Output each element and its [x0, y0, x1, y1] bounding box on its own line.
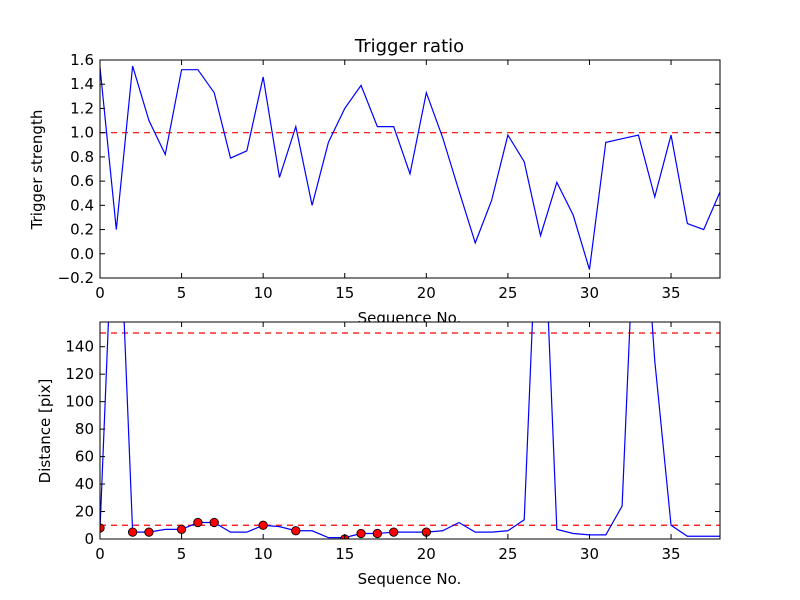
top-axes-frame [99, 59, 721, 279]
bottom-x-tick-label: 35 [662, 545, 681, 563]
top-y-tick-label: 1.0 [70, 124, 94, 142]
top-y-tick-label: 0.0 [70, 245, 94, 263]
bottom-y-axis-label: Distance [pix] [36, 379, 54, 484]
top-y-tick-label: 0.2 [70, 221, 94, 239]
bottom-y-tick-label: 0 [84, 530, 94, 548]
bottom-marker-point [258, 520, 268, 530]
top-background [100, 60, 720, 278]
bottom-background [100, 322, 720, 539]
top-x-tick-label: 35 [662, 284, 681, 302]
top-plot-area: 0 5 10 15 20 25 30 35 −0.2 0.0 0.2 0.4 0.6 0.8 1.0 1.2 1… [58, 51, 721, 302]
bottom-y-tick-label: 120 [65, 365, 94, 383]
top-chart-title: Trigger ratio [354, 36, 464, 57]
bottom-marker-point [372, 528, 383, 539]
top-y-tick-label: −0.2 [58, 269, 94, 287]
bottom-x-tick-label: 20 [417, 545, 436, 563]
bottom-marker-point [193, 517, 203, 528]
top-y-tick-label: 1.6 [70, 51, 94, 69]
bottom-marker-point [291, 526, 301, 536]
top-panel: Trigger ratio Trigger strength Sequence … [28, 36, 721, 327]
top-y-tick-label: 1.2 [70, 99, 94, 117]
top-x-tick-label: 10 [254, 284, 273, 302]
top-x-tick-label: 25 [498, 284, 517, 302]
top-x-tick-label: 20 [417, 284, 436, 302]
bottom-marker-point [176, 524, 187, 535]
top-y-axis-label: Trigger strength [28, 110, 46, 231]
top-x-tick-label: 0 [95, 284, 105, 302]
top-x-tick-label: 30 [580, 284, 599, 302]
bottom-x-tick-label: 30 [580, 545, 599, 563]
bottom-y-tick-label: 20 [75, 503, 94, 521]
bottom-series-line [100, 322, 720, 539]
bottom-y-tick-label: 80 [75, 420, 94, 438]
bottom-x-tick-label: 0 [95, 545, 105, 563]
top-y-tick-label: 1.4 [70, 75, 94, 93]
bottom-plot-area: 0 5 10 15 20 25 30 35 0 20 40 60 80 100 120 140 [65, 321, 721, 563]
bottom-y-tick-label: 100 [65, 393, 94, 411]
bottom-marker-point [356, 528, 366, 539]
top-y-tick-label: 0.6 [70, 172, 94, 190]
top-x-tick-label: 15 [335, 284, 354, 302]
bottom-marker-point [127, 527, 138, 537]
bottom-x-axis-label: Sequence No. [358, 570, 462, 588]
bottom-x-tick-label: 25 [498, 545, 517, 563]
top-series-line [100, 65, 720, 270]
bottom-x-tick-label: 5 [177, 545, 187, 563]
bottom-y-tick-label: 40 [75, 475, 94, 493]
bottom-x-tick-label: 15 [335, 545, 354, 563]
top-y-tick-label: 0.4 [70, 196, 94, 214]
bottom-marker-point [144, 527, 154, 537]
top-x-tick-label: 5 [177, 284, 187, 302]
top-y-tick-label: 0.8 [70, 148, 94, 166]
bottom-panel: Distance [pix] Sequence No. 0 5 10 15 20 25 30… [36, 321, 721, 588]
bottom-y-tick-label: 60 [75, 448, 94, 466]
bottom-marker-point [209, 517, 219, 528]
bottom-marker-point [389, 527, 399, 537]
bottom-x-tick-label: 10 [254, 545, 273, 563]
bottom-y-tick-label: 140 [65, 338, 94, 356]
bottom-axes-frame [99, 321, 721, 540]
